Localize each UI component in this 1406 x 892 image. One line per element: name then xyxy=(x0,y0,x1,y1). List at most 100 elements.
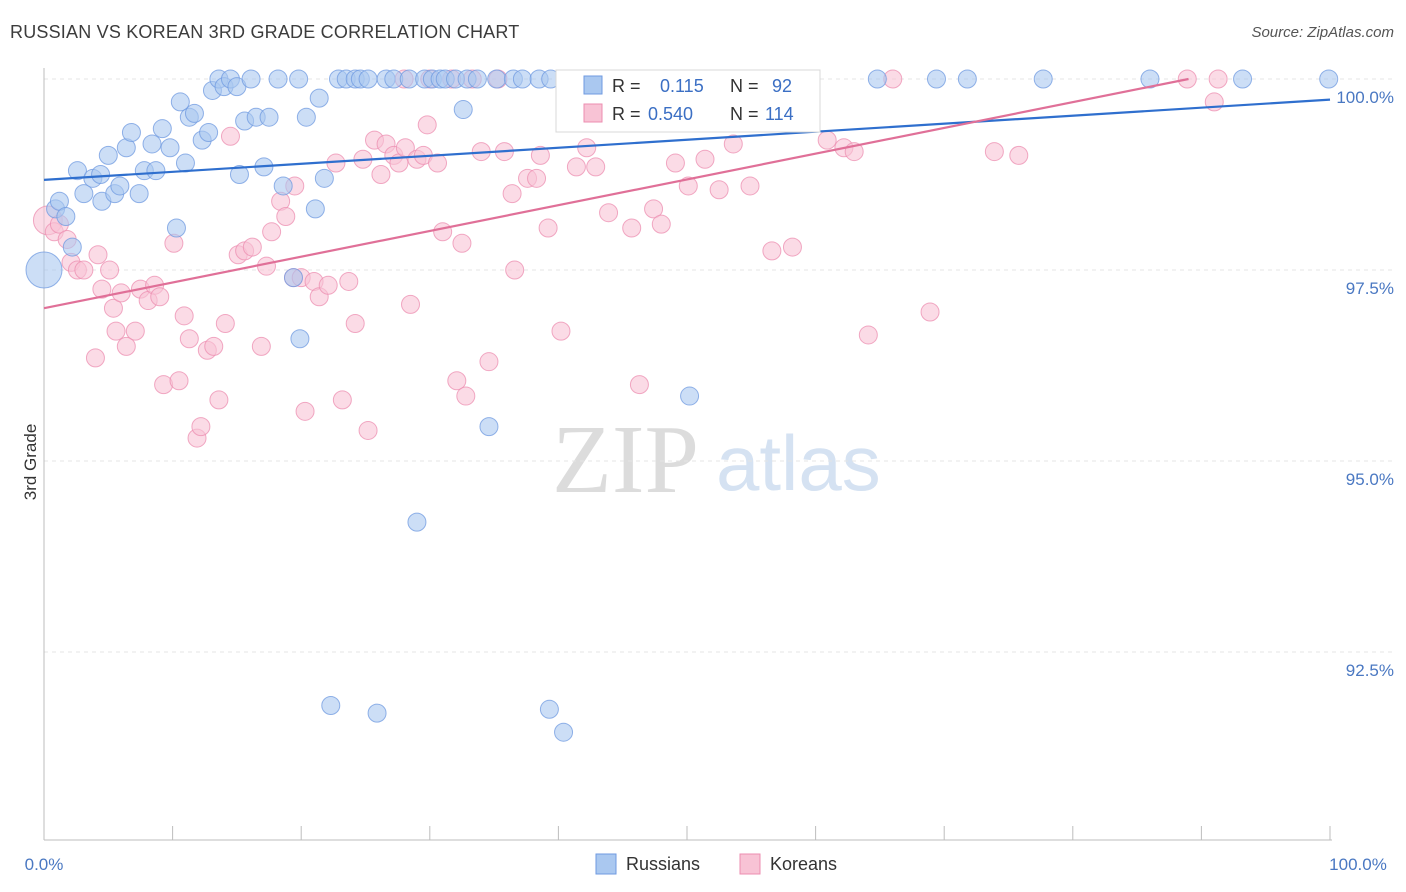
russians-point xyxy=(867,69,887,89)
koreans-point xyxy=(339,271,359,291)
koreans-point xyxy=(678,176,698,196)
y-axis-label: 3rd Grade xyxy=(21,424,40,501)
stats-legend: R = 0.115 N = 92 R = 0.540 N = 114 xyxy=(555,69,821,133)
russians-point xyxy=(512,69,532,89)
koreans-point xyxy=(417,115,437,135)
koreans-point xyxy=(371,165,391,184)
koreans-n-label: N = xyxy=(730,104,759,124)
russians-point xyxy=(160,138,180,158)
y-tick-label: 100.0% xyxy=(1336,88,1394,107)
koreans-legend-swatch xyxy=(583,103,603,123)
koreans-point xyxy=(242,237,262,257)
koreans-point xyxy=(538,218,558,238)
koreans-point xyxy=(577,138,597,158)
data-points xyxy=(25,69,1339,742)
koreans-point xyxy=(644,199,664,219)
legend-koreans-swatch xyxy=(739,853,761,875)
russians-point xyxy=(199,122,219,142)
russians-point xyxy=(289,69,309,89)
koreans-point xyxy=(116,336,136,356)
russians-point xyxy=(926,69,946,89)
russians-point xyxy=(1140,69,1160,89)
koreans-point xyxy=(433,222,453,242)
russians-point xyxy=(479,417,499,437)
koreans-point xyxy=(782,237,802,257)
russians-point xyxy=(358,69,378,89)
koreans-point xyxy=(1208,69,1228,89)
koreans-point xyxy=(220,126,240,146)
koreans-point xyxy=(695,149,715,169)
koreans-point xyxy=(740,176,760,196)
source-label: Source: ZipAtlas.com xyxy=(1251,24,1394,41)
russians-point xyxy=(957,69,977,89)
koreans-point xyxy=(622,218,642,238)
russians-point xyxy=(539,699,559,719)
russians-point xyxy=(1033,69,1053,89)
russians-point xyxy=(170,92,190,112)
koreans-point xyxy=(358,420,378,440)
koreans-point xyxy=(256,256,276,276)
koreans-point xyxy=(262,222,282,242)
koreans-point xyxy=(586,157,606,177)
koreans-point xyxy=(1009,145,1029,165)
koreans-point xyxy=(762,241,782,261)
koreans-point xyxy=(447,371,467,391)
koreans-point xyxy=(125,321,145,341)
y-tick-label: 92.5% xyxy=(1346,661,1394,680)
axes: 100.0% 97.5% 95.0% 92.5% 0.0% 100.0% xyxy=(25,68,1394,874)
koreans-point xyxy=(103,298,123,318)
russians-point xyxy=(241,69,261,89)
russians-point xyxy=(290,329,310,349)
russians-point xyxy=(309,88,329,108)
koreans-point xyxy=(629,375,649,395)
koreans-point xyxy=(88,245,108,265)
russians-n-value: 92 xyxy=(772,76,792,96)
legend-russians-label: Russians xyxy=(626,854,700,874)
russians-n-label: N = xyxy=(730,76,759,96)
koreans-point xyxy=(169,371,189,391)
russians-point xyxy=(453,100,473,120)
russians-point xyxy=(229,165,249,184)
russians-point xyxy=(1319,69,1339,89)
koreans-point xyxy=(428,153,448,173)
russians-point xyxy=(25,251,63,289)
koreans-point xyxy=(920,302,940,322)
russians-point xyxy=(91,165,111,184)
koreans-point xyxy=(858,325,878,345)
koreans-point xyxy=(984,142,1004,162)
russians-point xyxy=(166,218,186,238)
koreans-point xyxy=(209,390,229,410)
koreans-point xyxy=(251,336,271,356)
legend-koreans-label: Koreans xyxy=(770,854,837,874)
koreans-point xyxy=(530,145,550,165)
koreans-trend-line xyxy=(43,77,1189,310)
legend-russians-swatch xyxy=(595,853,617,875)
chart-title: RUSSIAN VS KOREAN 3RD GRADE CORRELATION … xyxy=(10,22,520,42)
koreans-point xyxy=(599,203,619,223)
russians-point xyxy=(680,386,700,406)
russians-trend-line xyxy=(43,98,1331,181)
koreans-point xyxy=(527,168,547,188)
russians-point xyxy=(146,161,166,181)
koreans-r-value: 0.540 xyxy=(648,104,693,124)
koreans-point xyxy=(479,352,499,372)
series-legend: Russians Koreans xyxy=(595,853,837,875)
koreans-point xyxy=(452,233,472,253)
russians-point xyxy=(152,119,172,139)
watermark-atlas: atlas xyxy=(716,419,881,507)
gridlines xyxy=(44,78,1395,653)
russians-r-label: R = xyxy=(612,76,641,96)
koreans-point xyxy=(276,207,296,227)
koreans-point xyxy=(85,348,105,368)
russians-point xyxy=(142,134,162,154)
koreans-point xyxy=(92,279,112,299)
russians-legend-swatch xyxy=(583,75,603,95)
russians-point xyxy=(487,69,507,89)
koreans-point xyxy=(709,180,729,200)
koreans-point xyxy=(74,260,94,280)
koreans-point xyxy=(651,214,671,234)
russians-point xyxy=(110,176,130,196)
koreans-point xyxy=(723,134,743,154)
russians-point xyxy=(305,199,325,219)
